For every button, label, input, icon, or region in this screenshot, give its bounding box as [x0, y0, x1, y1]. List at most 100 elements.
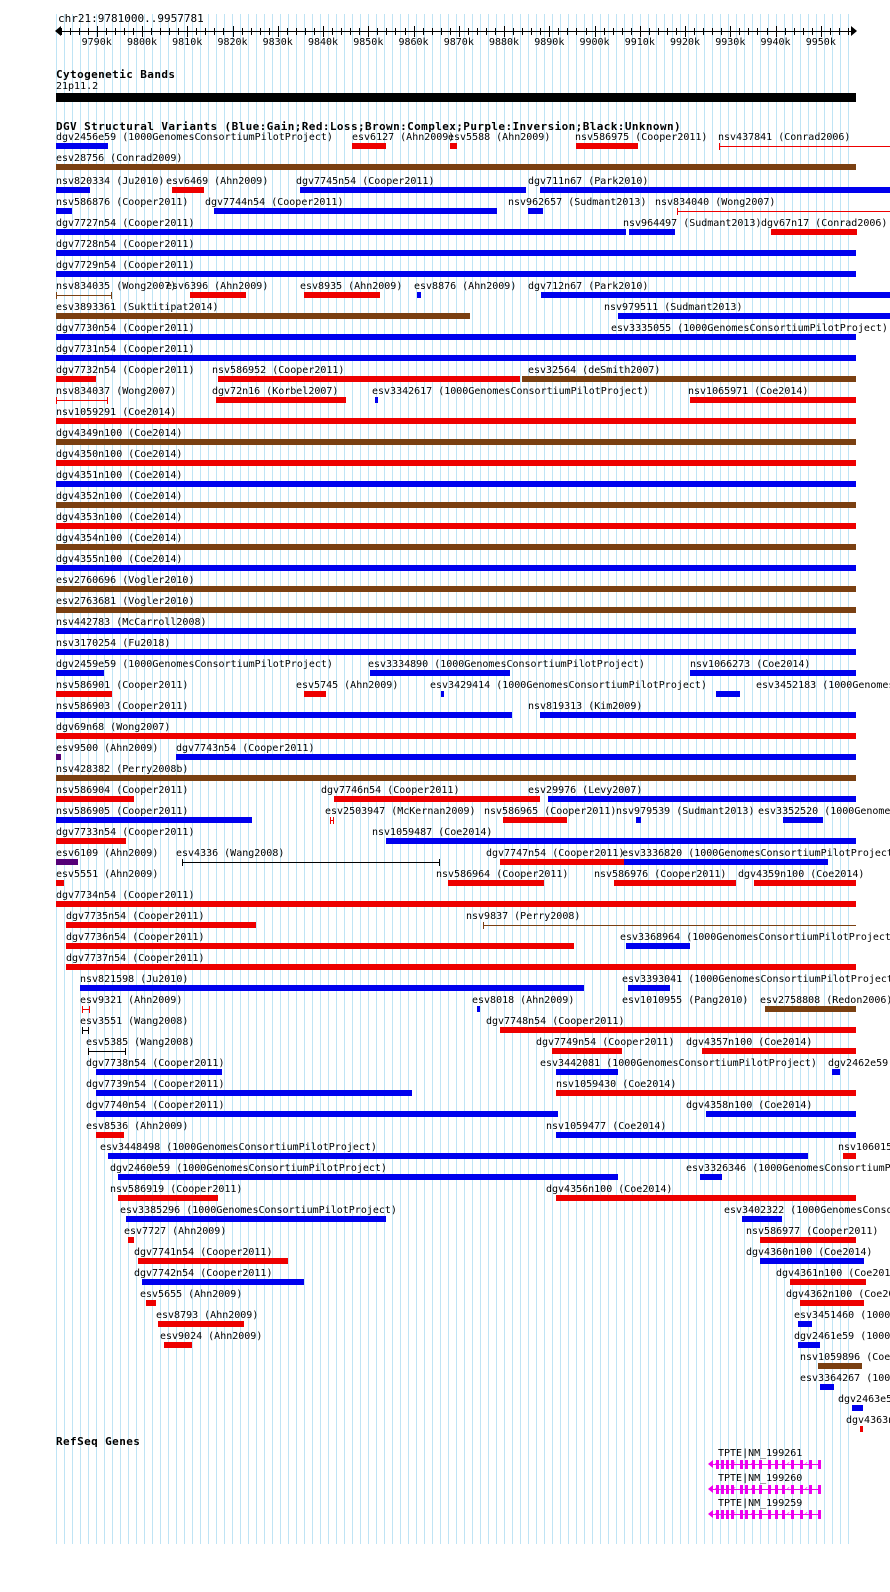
dgv-feature-bar[interactable]	[760, 1237, 856, 1243]
dgv-feature-bar[interactable]	[702, 1048, 856, 1054]
dgv-feature-bar[interactable]	[576, 143, 638, 149]
refseq-gene-exon[interactable]	[800, 1485, 803, 1494]
dgv-feature-bar[interactable]	[56, 607, 856, 613]
dgv-feature-bar[interactable]	[556, 1195, 856, 1201]
dgv-feature-bar[interactable]	[798, 1342, 820, 1348]
dgv-feature-bar[interactable]	[56, 712, 512, 718]
refseq-gene-exon[interactable]	[800, 1460, 803, 1469]
dgv-feature-bar[interactable]	[56, 544, 856, 550]
dgv-feature-bar[interactable]	[334, 796, 540, 802]
refseq-gene-exon[interactable]	[818, 1485, 821, 1494]
refseq-gene-exon[interactable]	[740, 1485, 743, 1494]
dgv-feature-bar[interactable]	[56, 523, 856, 529]
dgv-feature-bar[interactable]	[441, 691, 444, 697]
dgv-feature-bar[interactable]	[146, 1300, 156, 1306]
dgv-feature-bar[interactable]	[118, 1195, 218, 1201]
dgv-feature-bar[interactable]	[800, 1300, 864, 1306]
dgv-feature-bar[interactable]	[56, 733, 856, 739]
dgv-feature-line[interactable]	[677, 211, 890, 212]
dgv-feature-bar[interactable]	[108, 1153, 808, 1159]
dgv-feature-bar[interactable]	[860, 1426, 863, 1432]
dgv-feature-bar[interactable]	[56, 229, 626, 235]
dgv-feature-bar[interactable]	[540, 187, 890, 193]
dgv-feature-bar[interactable]	[477, 1006, 480, 1012]
refseq-gene-exon[interactable]	[721, 1460, 724, 1469]
dgv-feature-bar[interactable]	[790, 1279, 866, 1285]
dgv-feature-bar[interactable]	[716, 691, 740, 697]
refseq-gene-exon[interactable]	[745, 1485, 748, 1494]
dgv-feature-bar[interactable]	[56, 460, 856, 466]
dgv-feature-bar[interactable]	[56, 670, 104, 676]
dgv-feature-bar[interactable]	[56, 313, 470, 319]
dgv-feature-bar[interactable]	[852, 1405, 863, 1411]
dgv-feature-line[interactable]	[182, 862, 440, 863]
dgv-feature-bar[interactable]	[706, 1111, 856, 1117]
dgv-feature-bar[interactable]	[386, 838, 856, 844]
dgv-feature-bar[interactable]	[556, 1090, 856, 1096]
dgv-feature-bar[interactable]	[96, 1111, 558, 1117]
dgv-feature-bar[interactable]	[540, 712, 856, 718]
dgv-feature-bar[interactable]	[56, 481, 856, 487]
dgv-feature-bar[interactable]	[56, 271, 856, 277]
dgv-feature-bar[interactable]	[783, 817, 823, 823]
dgv-feature-bar[interactable]	[172, 187, 204, 193]
refseq-gene-exon[interactable]	[818, 1510, 821, 1519]
dgv-feature-bar[interactable]	[96, 1069, 222, 1075]
refseq-gene-exon[interactable]	[745, 1460, 748, 1469]
dgv-feature-bar[interactable]	[56, 502, 856, 508]
dgv-feature-bar[interactable]	[629, 229, 675, 235]
dgv-feature-bar[interactable]	[56, 250, 856, 256]
dgv-feature-bar[interactable]	[56, 187, 90, 193]
dgv-feature-bar[interactable]	[618, 313, 890, 319]
dgv-feature-bar[interactable]	[500, 859, 628, 865]
dgv-feature-bar[interactable]	[352, 143, 386, 149]
dgv-feature-bar[interactable]	[96, 1132, 124, 1138]
refseq-gene-exon[interactable]	[726, 1485, 729, 1494]
dgv-feature-bar[interactable]	[304, 691, 326, 697]
dgv-feature-bar[interactable]	[450, 143, 457, 149]
dgv-feature-bar[interactable]	[56, 355, 856, 361]
dgv-feature-bar[interactable]	[754, 880, 856, 886]
dgv-feature-bar[interactable]	[218, 376, 520, 382]
dgv-feature-line[interactable]	[628, 1009, 708, 1010]
dgv-feature-bar[interactable]	[80, 985, 584, 991]
dgv-feature-bar[interactable]	[56, 796, 134, 802]
refseq-gene-exon[interactable]	[759, 1510, 762, 1519]
dgv-feature-bar[interactable]	[56, 143, 108, 149]
dgv-feature-bar[interactable]	[765, 1006, 856, 1012]
refseq-gene-exon[interactable]	[809, 1485, 812, 1494]
dgv-feature-bar[interactable]	[628, 985, 670, 991]
refseq-gene-exon[interactable]	[740, 1460, 743, 1469]
dgv-feature-bar[interactable]	[548, 796, 856, 802]
dgv-feature-bar[interactable]	[56, 838, 126, 844]
dgv-feature-bar[interactable]	[164, 1342, 192, 1348]
dgv-feature-bar[interactable]	[556, 1069, 618, 1075]
refseq-gene-exon[interactable]	[775, 1460, 778, 1469]
refseq-gene-exon[interactable]	[791, 1460, 794, 1469]
refseq-gene-exon[interactable]	[759, 1460, 762, 1469]
refseq-gene-exon[interactable]	[775, 1485, 778, 1494]
dgv-feature-bar[interactable]	[375, 397, 378, 403]
refseq-gene-exon[interactable]	[721, 1485, 724, 1494]
dgv-feature-bar[interactable]	[448, 880, 544, 886]
dgv-feature-bar[interactable]	[56, 439, 856, 445]
refseq-gene-exon[interactable]	[791, 1485, 794, 1494]
dgv-feature-bar[interactable]	[541, 292, 890, 298]
cytoband-bar[interactable]	[56, 93, 856, 102]
dgv-feature-bar[interactable]	[528, 208, 543, 214]
dgv-feature-bar[interactable]	[626, 943, 690, 949]
dgv-feature-bar[interactable]	[56, 691, 112, 697]
refseq-gene-exon[interactable]	[726, 1510, 729, 1519]
dgv-feature-bar[interactable]	[843, 1153, 856, 1159]
dgv-feature-line[interactable]	[719, 146, 890, 147]
refseq-gene-exon[interactable]	[775, 1510, 778, 1519]
dgv-feature-bar[interactable]	[300, 187, 526, 193]
dgv-feature-bar[interactable]	[370, 670, 510, 676]
dgv-feature-bar[interactable]	[832, 1069, 840, 1075]
dgv-feature-bar[interactable]	[56, 754, 61, 760]
dgv-feature-bar[interactable]	[742, 1216, 782, 1222]
dgv-feature-bar[interactable]	[56, 649, 856, 655]
dgv-feature-bar[interactable]	[503, 817, 567, 823]
refseq-gene-exon[interactable]	[809, 1460, 812, 1469]
dgv-feature-line[interactable]	[88, 1051, 126, 1052]
